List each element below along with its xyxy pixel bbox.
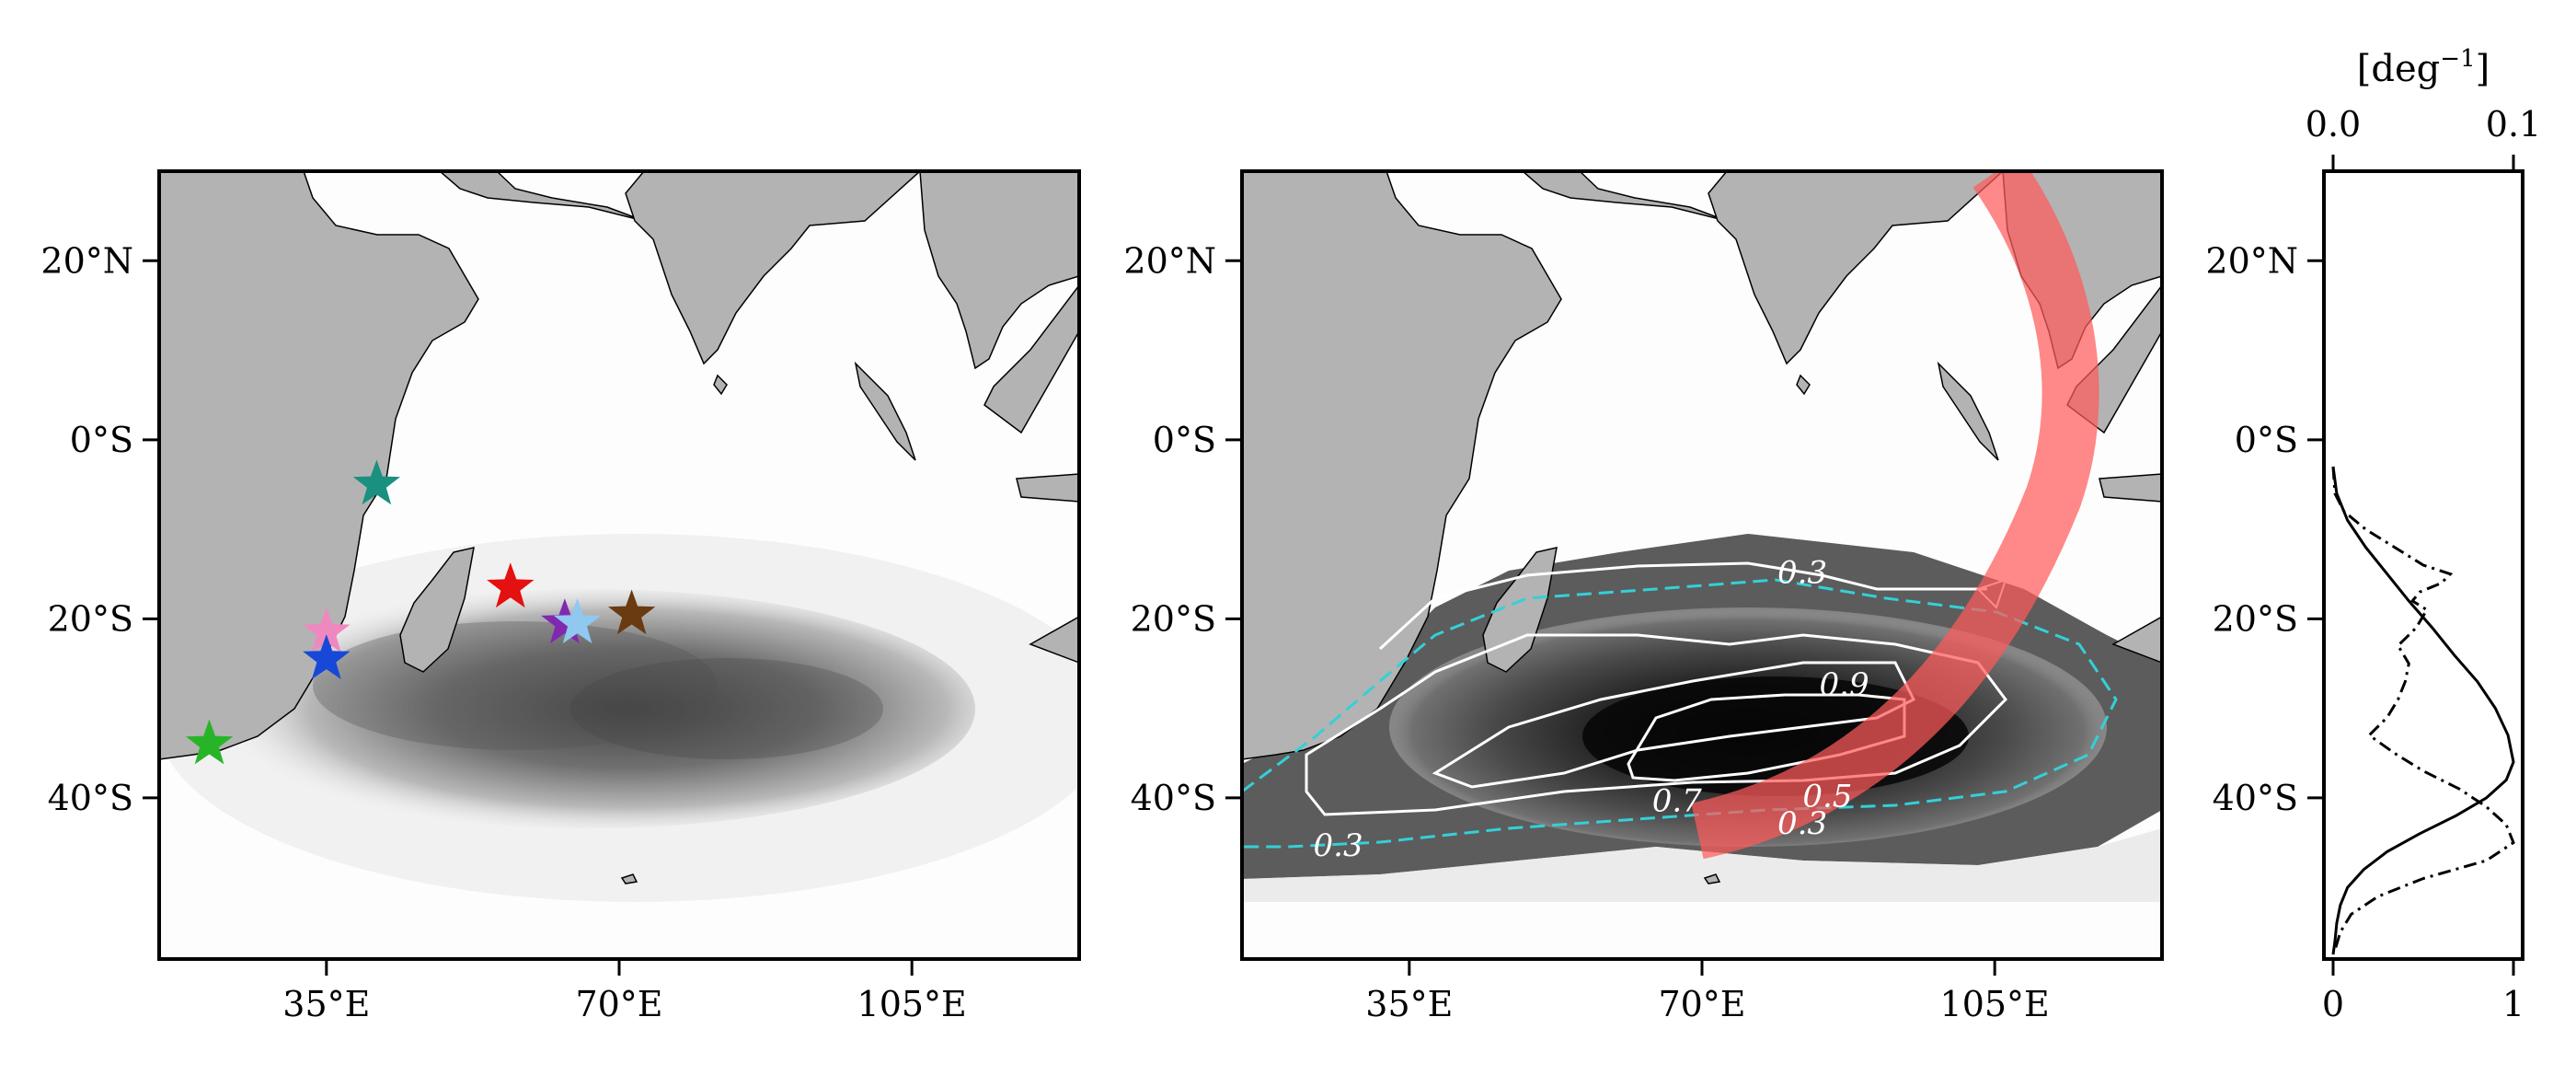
profile-solid-line — [2331, 466, 2515, 955]
x-tick-label: 105°E — [857, 984, 967, 1024]
contour-label: 0.7 — [1652, 783, 1702, 820]
red-arc-band — [1691, 171, 2099, 860]
contour-label: 0.5 — [1802, 779, 1852, 815]
land-masses — [159, 171, 1079, 884]
star-marker — [185, 719, 234, 765]
panel-c-profiles: 20°N 0°S 20°S 40°S 0 1 0.0 0.1 [deg−1] — [2205, 45, 2541, 1024]
x-tick-label: 70°E — [575, 984, 662, 1024]
contour-label: 0.3 — [1314, 827, 1363, 864]
star-marker — [303, 634, 351, 679]
y-tick-label: 20°S — [1131, 598, 1216, 639]
star-marker — [608, 589, 656, 635]
y-tick-label: 40°S — [48, 778, 133, 818]
y-tick-label: 20°S — [48, 598, 133, 639]
source-markers — [185, 459, 656, 765]
star-marker — [352, 459, 400, 505]
panel-c-axes: 20°N 0°S 20°S 40°S 0 1 0.0 0.1 — [2205, 104, 2541, 1024]
density-field — [159, 534, 1079, 902]
panel-b-map: 0.30.90.7 0.50.30.3 35°E 70°E 105°E20°N0°S2… — [1123, 169, 2164, 1024]
panel-a-map: 35°E 70°E 105°E 20°N 0°S 20°S 40°S — [40, 169, 1081, 1024]
x-tick-label: 1 — [2502, 984, 2524, 1024]
y-tick-label: 20°S — [2213, 598, 2298, 639]
profile-series — [2331, 466, 2515, 955]
y-tick-label: 0°S — [70, 420, 133, 460]
y-tick-label: 20°N — [40, 240, 133, 281]
contour-label: 0.3 — [1777, 805, 1827, 842]
y-tick-label: 40°S — [1131, 778, 1216, 818]
contour-label: 0.9 — [1820, 666, 1869, 703]
y-tick-label: 20°N — [2205, 240, 2298, 281]
contour-labels: 0.30.90.7 0.50.30.3 — [1314, 554, 1869, 864]
star-marker — [553, 598, 602, 644]
panel-a-axes: 35°E 70°E 105°E 20°N 0°S 20°S 40°S — [40, 240, 966, 1024]
star-marker — [303, 607, 351, 653]
star-marker — [487, 562, 535, 608]
x-tick-label: 35°E — [282, 984, 370, 1024]
x-tick-label: 0 — [2322, 984, 2344, 1024]
x-tick-label: 70°E — [1658, 984, 1745, 1024]
y-tick-label: 40°S — [2213, 778, 2298, 818]
profile-dashdot-line — [2331, 466, 2515, 951]
panel-b-axes: 35°E 70°E 105°E 20°N 0°S 20°S 40°S — [1123, 240, 2049, 1024]
x2-tick-label: 0.1 — [2486, 104, 2541, 144]
y-tick-label: 0°S — [2235, 420, 2298, 460]
top-axis-title: [deg−1] — [2357, 45, 2490, 90]
panel-c-frame — [2322, 169, 2524, 961]
x-tick-label: 35°E — [1365, 984, 1453, 1024]
x2-tick-label: 0.0 — [2306, 104, 2361, 144]
contour-label: 0.3 — [1777, 554, 1827, 591]
y-tick-label: 20°N — [1123, 240, 1216, 281]
x-tick-label: 105°E — [1940, 984, 2050, 1024]
y-tick-label: 0°S — [1153, 420, 1216, 460]
